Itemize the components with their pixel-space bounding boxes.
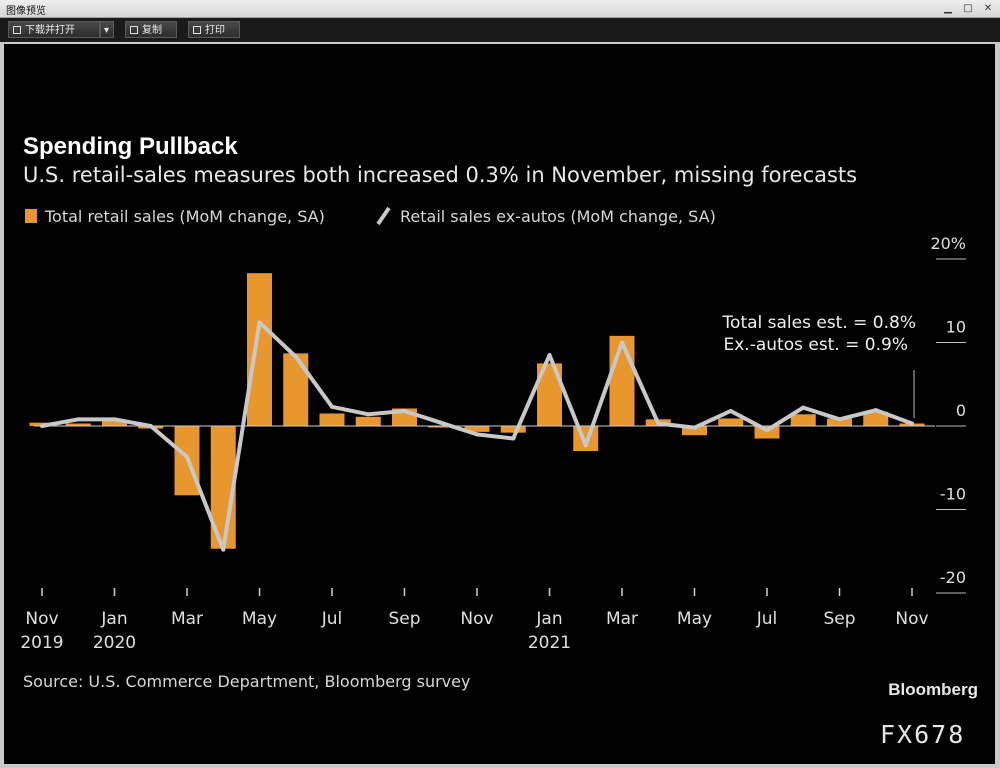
print-button[interactable]: 打印 xyxy=(188,21,240,38)
x-tick-label: May xyxy=(242,609,277,629)
x-axis: Nov 2019 Jan 2020 Mar May Jul Sep Nov Jan 2021 Mar M… xyxy=(20,588,929,653)
bar xyxy=(247,273,272,426)
x-tick-label: Jul xyxy=(321,609,343,629)
line-point xyxy=(765,428,769,433)
copy-button[interactable]: 复制 xyxy=(125,21,177,38)
line-point xyxy=(148,424,153,428)
printer-icon xyxy=(193,26,201,34)
download-dropdown-button[interactable]: ▾ xyxy=(100,21,114,38)
x-tick-label: Sep xyxy=(388,609,420,629)
line-point xyxy=(837,417,842,422)
legend-line-swatch xyxy=(376,206,391,226)
line-point xyxy=(76,417,81,422)
x-tick-label: Jul xyxy=(756,609,778,629)
line-point xyxy=(330,404,334,409)
copy-label: 复制 xyxy=(142,25,162,36)
chart-title: Spending Pullback xyxy=(23,133,238,160)
bar xyxy=(682,426,707,436)
bar xyxy=(790,414,816,426)
x-tick-label: Sep xyxy=(823,609,855,629)
watermark-code: FX678 xyxy=(880,720,966,749)
chart: Spending Pullback U.S. retail-sales meas… xyxy=(20,133,978,699)
download-open-label: 下载并打开 xyxy=(25,25,75,36)
x-year-label: 2020 xyxy=(93,633,136,653)
y-tick-label: 20% xyxy=(930,234,966,253)
bar xyxy=(283,353,309,426)
annotation-total-est: Total sales est. = 0.8% xyxy=(722,313,916,333)
x-tick-label: Nov xyxy=(895,609,928,629)
annotation-exautos-est: Ex.-autos est. = 0.9% xyxy=(724,335,909,355)
line-point xyxy=(185,454,189,459)
minimize-button[interactable]: ▁ xyxy=(944,3,952,14)
y-tick-label: 0 xyxy=(956,401,966,420)
y-tick-label: -10 xyxy=(940,485,966,504)
bar xyxy=(464,426,490,432)
bar xyxy=(355,416,381,426)
x-tick-label: Jan xyxy=(535,609,562,629)
y-gridlines: 20% 10 0 -10 -20 xyxy=(930,234,966,594)
y-tick-label: -20 xyxy=(940,568,966,587)
x-tick-label: Mar xyxy=(171,609,203,629)
chart-panel: Spending Pullback U.S. retail-sales meas… xyxy=(4,44,995,764)
line-point xyxy=(257,320,262,325)
chart-source: Source: U.S. Commerce Department, Bloomb… xyxy=(23,672,470,691)
save-icon xyxy=(13,26,21,34)
x-year-label: 2019 xyxy=(20,633,63,653)
bar xyxy=(754,426,780,439)
line-point xyxy=(221,547,226,552)
x-tick-label: Mar xyxy=(606,609,638,629)
line-point xyxy=(475,432,479,437)
y-tick-label: 10 xyxy=(946,318,966,337)
window-title: 图像预览 xyxy=(6,6,46,17)
bar xyxy=(102,420,127,426)
line-point xyxy=(40,424,44,428)
copy-icon xyxy=(130,26,138,34)
line-point xyxy=(438,420,443,425)
legend-bar-swatch xyxy=(25,209,37,223)
legend-exautos-label: Retail sales ex-autos (MoM change, SA) xyxy=(400,207,716,226)
line-point xyxy=(910,421,914,426)
bar xyxy=(827,418,852,426)
chart-subtitle: U.S. retail-sales measures both increase… xyxy=(23,163,857,187)
line-point xyxy=(692,425,697,430)
bar xyxy=(573,426,599,452)
close-button[interactable]: ✕ xyxy=(983,3,993,14)
line-point xyxy=(293,354,298,359)
bar xyxy=(718,418,744,426)
x-tick-label: May xyxy=(677,609,712,629)
line-point xyxy=(728,408,733,413)
line-point xyxy=(620,340,624,345)
window-titlebar: 图像预览 ▁ □ ✕ xyxy=(0,0,1000,18)
line-point xyxy=(583,443,588,448)
print-label: 打印 xyxy=(205,25,225,36)
toolbar: 下载并打开 ▾ 复制 打印 xyxy=(0,18,1000,42)
line-point xyxy=(801,405,806,410)
bar xyxy=(609,335,635,426)
maximize-button[interactable]: □ xyxy=(963,3,973,14)
line-point xyxy=(511,436,516,441)
bar xyxy=(428,426,454,428)
bar xyxy=(500,426,526,433)
line-points xyxy=(40,320,914,552)
bar xyxy=(65,423,91,426)
x-tick-label: Jan xyxy=(100,609,127,629)
line-point xyxy=(402,408,407,413)
bloomberg-logo: Bloomberg xyxy=(888,680,978,699)
line-point xyxy=(873,408,878,413)
bar xyxy=(319,413,345,426)
x-year-label: 2021 xyxy=(528,633,571,653)
x-tick-label: Nov xyxy=(460,609,493,629)
line-point xyxy=(656,421,661,426)
bar xyxy=(863,411,889,426)
line-point xyxy=(366,412,371,417)
x-tick-label: Nov xyxy=(25,609,58,629)
line-point xyxy=(547,353,552,358)
download-open-button[interactable]: 下载并打开 xyxy=(8,21,100,38)
line-point xyxy=(112,417,117,422)
legend-total-label: Total retail sales (MoM change, SA) xyxy=(44,207,325,226)
